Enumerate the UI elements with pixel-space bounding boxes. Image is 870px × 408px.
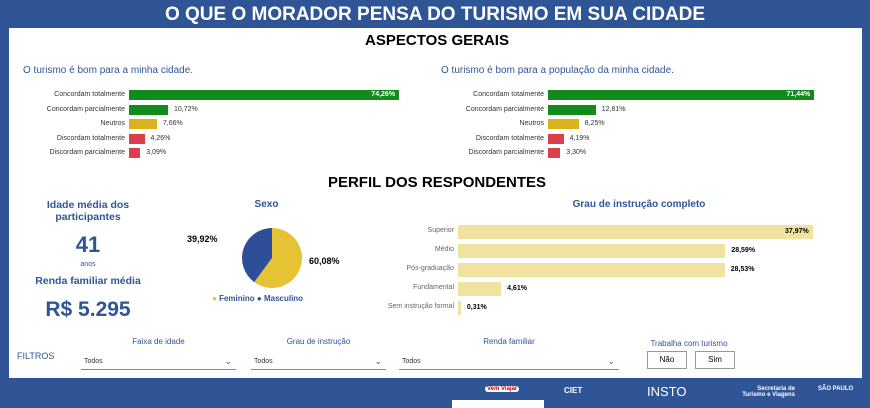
logo-secretaria: Secretaria de Turismo e Viagens <box>742 386 795 398</box>
grau-bar-value: 0,31% <box>466 304 487 311</box>
bar-label: Concordam totalmente <box>54 91 125 98</box>
idade-unit: anos <box>80 261 96 268</box>
legend-dot-masculino: ● <box>256 294 262 303</box>
chevron-down-icon: ⌄ <box>224 356 232 366</box>
grau-bar-value: 28,59% <box>731 247 756 254</box>
grau-bar-value: 37,97% <box>785 228 809 235</box>
bar-value: 10,72% <box>174 105 198 113</box>
logo-insto: INSTO <box>647 384 687 399</box>
idade-value: 41 <box>75 232 101 257</box>
chart1-title: O turismo é bom para a minha cidade. <box>23 65 194 76</box>
pie-label-feminino: 60,08% <box>309 256 340 266</box>
grau-select[interactable]: Todos ⌄ <box>251 354 386 370</box>
bar-value: 7,66% <box>162 120 183 127</box>
trabalha-sim-button[interactable]: Sim <box>695 351 735 369</box>
grau-bar-label: Pós-graduação <box>406 265 454 272</box>
logo-vem-viajar: Vem Viajar <box>485 386 520 392</box>
section-title-perfil: PERFIL DOS RESPONDENTES <box>327 174 547 191</box>
grau-bar-label: Superior <box>427 227 454 234</box>
grau-bar-label: Fundamental <box>413 284 454 291</box>
bar-1 <box>129 104 169 115</box>
filtros-label: FILTROS <box>17 351 55 361</box>
chart2-title: O turismo é bom para a população da minh… <box>441 65 674 76</box>
logo-ciet: CIET <box>564 386 583 395</box>
grau-title: Grau de instrução completo <box>572 199 706 210</box>
renda-value: R$ 5.295 <box>45 298 131 321</box>
chevron-down-icon: ⌄ <box>607 356 615 366</box>
trabalha-nao-button[interactable]: Não <box>647 351 687 369</box>
grau-bar-value: 28,53% <box>730 266 755 273</box>
footer-tab <box>452 400 544 408</box>
bar-value: 8,25% <box>584 120 605 127</box>
renda-select[interactable]: Todos ⌄ <box>399 354 619 370</box>
sexo-pie <box>242 228 302 288</box>
pie-slice-masculino <box>242 228 272 283</box>
grau-bar-3 <box>458 282 502 296</box>
section-title-aspectos: ASPECTOS GERAIS <box>365 32 509 49</box>
bar-label: Discordam totalmente <box>56 134 125 142</box>
chevron-down-icon: ⌄ <box>374 356 382 366</box>
bar-label: Discordam parcialmente <box>468 149 544 156</box>
pie-legend: ● Feminino ● Masculino <box>212 294 303 303</box>
bar-value: 12,81% <box>601 105 626 113</box>
bar-value: 4,26% <box>150 134 171 142</box>
grau-bar-2 <box>458 263 725 277</box>
grau-bar-label: Médio <box>434 246 454 253</box>
bar-3 <box>129 133 145 144</box>
bar-0 <box>548 90 815 100</box>
grau-bar-4 <box>458 301 461 315</box>
pie-label-masculino: 39,92% <box>187 234 218 244</box>
pie-slice-feminino <box>254 228 302 288</box>
grau-value: Todos <box>254 358 273 365</box>
sexo-title: Sexo <box>254 199 279 210</box>
bar-label: Concordam parcialmente <box>46 105 125 113</box>
bar-label: Concordam parcialmente <box>465 105 544 113</box>
bar-value: 74,26% <box>371 91 396 98</box>
legend-feminino: Feminino <box>219 294 255 303</box>
idade-label: Idade média dos participantes <box>46 199 130 223</box>
bar-4 <box>129 148 141 158</box>
bar-label: Neutros <box>519 120 544 127</box>
bar-3 <box>548 133 564 144</box>
bar-value: 71,44% <box>786 91 811 98</box>
bar-value: 3,09% <box>146 149 167 156</box>
legend-masculino: Masculino <box>263 294 304 303</box>
bar-0 <box>129 90 400 100</box>
grau-bar-1 <box>458 244 726 258</box>
bar-2 <box>548 119 579 129</box>
bar-label: Neutros <box>100 120 125 127</box>
renda-filter-label: Renda familiar <box>483 337 535 346</box>
faixa-select[interactable]: Todos ⌄ <box>81 354 236 370</box>
legend-dot-feminino: ● <box>212 294 217 303</box>
logo-sao-paulo: SÃO PAULO <box>818 386 854 392</box>
grau-bar-label: Sem instrução formal <box>387 303 454 310</box>
bar-2 <box>129 119 157 129</box>
faixa-value: Todos <box>84 358 103 365</box>
bar-1 <box>548 104 596 115</box>
faixa-label: Faixa de idade <box>132 337 185 346</box>
grau-bar-value: 4,61% <box>507 285 527 292</box>
dashboard-panel: ASPECTOS GERAIS O turismo é bom para a m… <box>6 28 862 378</box>
bar-label: Concordam totalmente <box>473 91 544 98</box>
bar-value: 3,30% <box>566 149 587 156</box>
grau-filter-label: Grau de instrução <box>286 337 351 346</box>
bar-value: 4,19% <box>569 134 590 142</box>
page-title: O QUE O MORADOR PENSA DO TURISMO EM SUA … <box>164 4 706 25</box>
renda-select-value: Todos <box>402 358 421 365</box>
grau-bar-0 <box>458 225 814 239</box>
bar-4 <box>548 148 561 158</box>
bar-label: Discordam parcialmente <box>49 149 125 156</box>
bar-label: Discordam totalmente <box>475 134 544 142</box>
renda-label: Renda familiar média <box>35 275 141 287</box>
trabalha-label: Trabalha com turismo <box>650 339 728 348</box>
